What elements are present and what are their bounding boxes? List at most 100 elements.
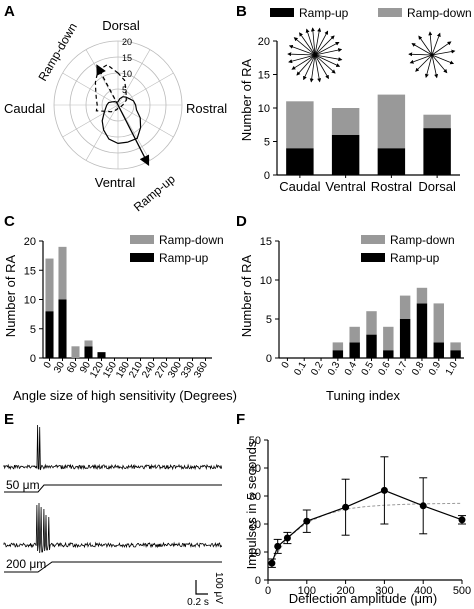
radial-tick-label: 10 (122, 69, 132, 79)
direction-spoke-ramp-down (431, 32, 441, 56)
legend-label-ramp-down: Ramp-down (390, 233, 455, 247)
direction-spoke-ramp-up (287, 52, 316, 57)
direction-spoke-ramp-up (314, 48, 343, 56)
legend-label-ramp-down: Ramp-down (407, 6, 472, 20)
x-tick-label: 0 (265, 585, 271, 597)
x-tick-label: 0.2 (309, 360, 326, 378)
ramp-down-profile (94, 64, 127, 113)
y-axis-label: Number of RA (239, 254, 254, 337)
stimulus-label-200um: 200 μm (6, 557, 46, 571)
polar-grid-spoke (85, 104, 119, 161)
y-axis-label: Number of RA (3, 254, 18, 337)
x-tick-label: 0.8 (410, 360, 427, 378)
direction-spokes-ramp-up (287, 27, 343, 83)
direction-spoke-ramp-up (314, 41, 340, 56)
x-axis-label: Angle size of high sensitivity (Degrees) (13, 388, 237, 403)
panel-label-b: B (236, 3, 247, 20)
x-tick-label: 0.5 (360, 360, 377, 378)
direction-spokes-ramp-down (408, 31, 456, 79)
direction-label-rostral: Rostral (186, 101, 227, 116)
y-tick-label: 20 (249, 519, 261, 531)
panel-label-d: D (236, 213, 247, 230)
direction-spoke-ramp-up (314, 54, 322, 83)
polar-grid-spoke (62, 72, 119, 106)
bar-ramp-down (450, 342, 461, 351)
bar-ramp-down (433, 303, 444, 343)
x-tick-label: 0.9 (427, 360, 444, 378)
data-point (283, 534, 291, 542)
direction-spoke-ramp-down (431, 54, 448, 74)
data-point (303, 517, 311, 525)
y-axis-label: Number of RA (239, 58, 254, 141)
scale-bar-label-time: 0.2 s (187, 597, 209, 608)
x-tick-label: Rostral (371, 179, 412, 194)
scale-bar (195, 580, 208, 595)
y-tick-label: 15 (24, 265, 36, 277)
spike-trace-200um (3, 502, 223, 554)
y-tick-label: 20 (24, 236, 36, 248)
ramp-up-profile (101, 96, 142, 145)
direction-spoke-ramp-up (314, 27, 322, 56)
bar-ramp-up (45, 311, 54, 358)
direction-spoke-ramp-up (314, 54, 343, 62)
direction-spoke-ramp-down (428, 31, 433, 56)
y-tick-label: 0 (266, 353, 272, 365)
direction-spoke-ramp-up (314, 54, 336, 74)
bar-ramp-down (416, 287, 428, 304)
bar-ramp-up (450, 350, 461, 358)
legend-swatch-ramp-down (378, 8, 402, 17)
direction-spoke-ramp-up (314, 35, 335, 56)
bar-ramp-up (423, 128, 451, 175)
y-tick-label: 0 (264, 170, 270, 182)
bar-ramp-up (366, 334, 377, 358)
direction-spoke-ramp-up (291, 54, 316, 70)
stimulus-trace-200um (4, 561, 222, 573)
bar-ramp-down (84, 340, 93, 347)
legend-label-ramp-up: Ramp-up (299, 6, 349, 20)
x-tick-label: 100 (298, 585, 316, 597)
bar-ramp-up (377, 148, 406, 175)
x-tick-label: 30 (52, 360, 67, 376)
polar-grid-spoke (62, 104, 119, 138)
legend-label-ramp-up: Ramp-up (159, 251, 209, 265)
data-point (342, 503, 350, 511)
x-tick-label: 300 (375, 585, 393, 597)
direction-spoke-ramp-up (303, 54, 316, 81)
y-tick-label: 5 (30, 324, 36, 336)
x-tick-label: 0.1 (292, 360, 309, 378)
y-tick-label: 15 (258, 70, 270, 82)
y-tick-label: 0 (30, 353, 36, 365)
x-tick-label: Caudal (279, 179, 320, 194)
bar-ramp-up (399, 319, 411, 358)
bar-ramp-down (45, 258, 54, 312)
direction-spoke-ramp-down (431, 49, 456, 56)
x-tick-label: 1.0 (444, 360, 461, 378)
x-tick-label: 90 (78, 360, 93, 376)
bar-ramp-up (332, 350, 344, 358)
x-tick-label: 0.3 (326, 360, 343, 378)
x-tick-label: 0 (280, 360, 293, 371)
y-tick-label: 30 (249, 491, 261, 503)
data-point (380, 486, 388, 494)
direction-spoke-ramp-up (299, 32, 316, 56)
direction-label-caudal: Caudal (4, 101, 45, 116)
y-tick-label: 5 (264, 137, 270, 149)
legend-swatch-ramp-up (130, 253, 154, 262)
direction-spoke-ramp-up (314, 30, 329, 56)
x-tick-label: 360 (192, 360, 210, 380)
panel-label-c: C (4, 213, 15, 230)
direction-spoke-ramp-down (418, 35, 433, 56)
panel-label-e: E (4, 411, 14, 428)
fit-curve (271, 502, 463, 561)
direction-spoke-ramp-down (408, 52, 433, 57)
panel-c: C Ramp-down Ramp-up 05101520030609012015… (3, 213, 237, 403)
panel-label-a: A (4, 3, 15, 20)
polar-grid-spoke (117, 49, 151, 106)
bar-ramp-down (366, 311, 377, 335)
y-tick-label: 50 (249, 435, 261, 447)
x-tick-label: Ventral (325, 179, 366, 194)
